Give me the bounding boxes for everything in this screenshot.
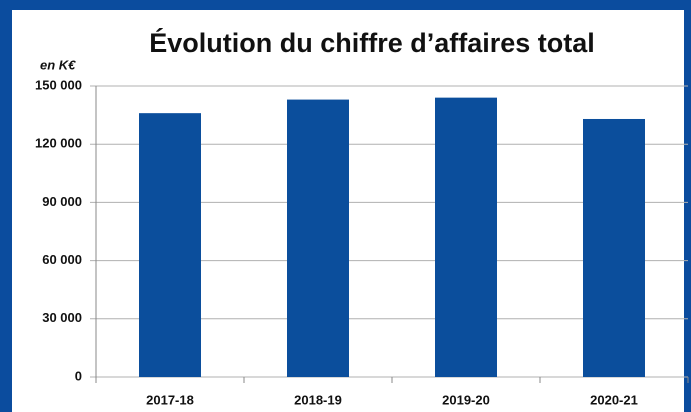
bar [435, 97, 497, 377]
y-tick-label: 30 000 [42, 310, 82, 325]
x-tick-label: 2017-18 [146, 392, 194, 407]
y-tick-label: 60 000 [42, 252, 82, 267]
y-tick-label: 0 [75, 368, 82, 383]
unit-label: en K€ [40, 57, 76, 72]
y-tick-label: 90 000 [42, 194, 82, 209]
bar [287, 99, 349, 377]
chart-title: Évolution du chiffre d’affaires total [149, 27, 595, 58]
x-tick-label: 2019-20 [442, 392, 490, 407]
y-tick-label: 150 000 [35, 77, 82, 92]
x-tick-label: 2020-21 [590, 392, 638, 407]
x-tick-label: 2018-19 [294, 392, 342, 407]
bar [139, 113, 201, 377]
bar [583, 118, 645, 377]
y-tick-label: 120 000 [35, 136, 82, 151]
